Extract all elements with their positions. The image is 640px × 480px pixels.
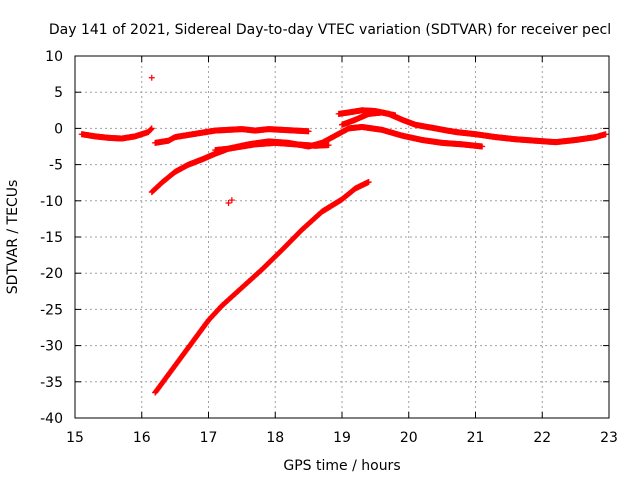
y-tick-label: -5: [49, 158, 63, 174]
x-tick-label: 16: [133, 430, 151, 446]
data-point: [305, 128, 312, 135]
x-tick-label: 19: [333, 430, 351, 446]
y-tick-labels: 10 5 0 -5 -10 -15 -20 -25 -30 -35 -40: [40, 49, 63, 427]
y-tick-label: 10: [45, 49, 63, 65]
y-axis-label: SDTVAR / TECUs: [5, 180, 21, 295]
data-points: [78, 74, 609, 396]
x-tick-label: 21: [467, 430, 485, 446]
x-tick-label: 15: [66, 430, 84, 446]
data-point: [479, 143, 486, 150]
data-point: [148, 126, 155, 133]
plot-frame: [74, 55, 610, 419]
y-tick-label: 0: [54, 121, 63, 137]
y-tick-label: 5: [54, 85, 63, 101]
y-tick-label: -20: [40, 266, 63, 282]
x-tick-label: 18: [266, 430, 284, 446]
chart-title: Day 141 of 2021, Sidereal Day-to-day VTE…: [49, 22, 611, 38]
y-tick-label: -40: [40, 411, 63, 427]
data-point: [365, 178, 372, 185]
x-tick-label: 23: [600, 430, 618, 446]
data-point: [325, 142, 332, 149]
x-tick-label: 22: [533, 430, 551, 446]
x-tick-labels: 15 16 17 18 19 20 21 22 23: [66, 430, 618, 446]
data-point: [228, 197, 235, 204]
x-tick-label: 17: [200, 430, 218, 446]
y-tick-label: -15: [40, 230, 63, 246]
data-point: [392, 112, 399, 119]
data-point: [148, 74, 155, 81]
y-tick-label: -30: [40, 339, 63, 355]
y-tick-label: -25: [40, 302, 63, 318]
y-tick-label: -35: [40, 375, 63, 391]
data-point: [602, 131, 609, 138]
grid-lines: [75, 56, 609, 418]
x-tick-label: 20: [400, 430, 418, 446]
data-point: [148, 125, 155, 132]
y-tick-label: -10: [40, 194, 63, 210]
data-point: [225, 199, 232, 206]
x-axis-label: GPS time / hours: [283, 458, 400, 474]
